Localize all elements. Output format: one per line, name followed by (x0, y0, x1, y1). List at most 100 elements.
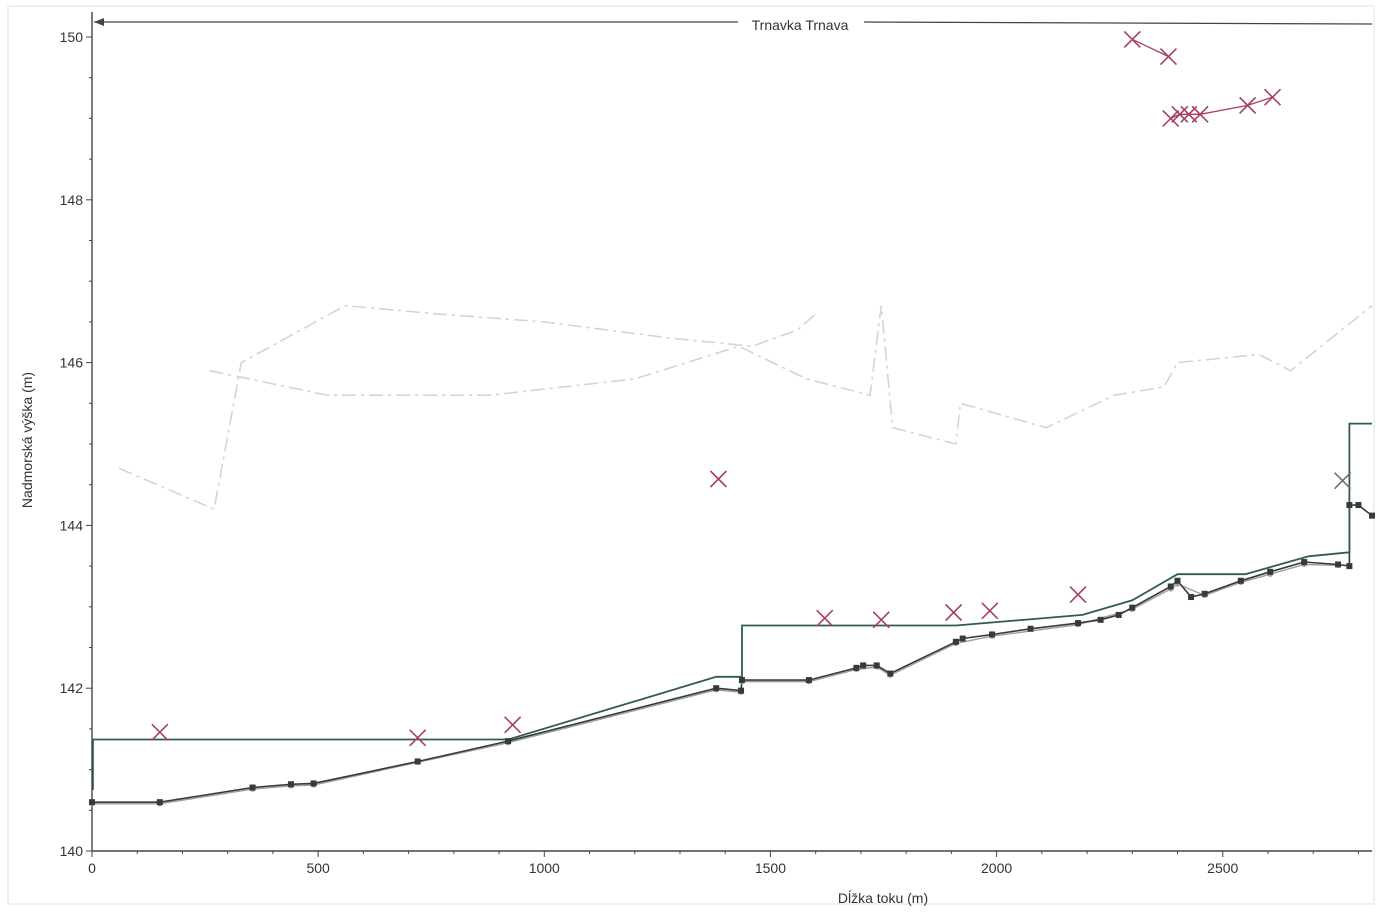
cross-marker-icon (1171, 105, 1189, 123)
title-arrow-icon (94, 18, 104, 26)
bed-dark-point (952, 638, 959, 645)
bed-dark-point (1355, 502, 1362, 509)
cross-marker-stroke (945, 603, 963, 622)
cross-marker-icon (1162, 109, 1180, 127)
bed-dark-point (887, 670, 894, 677)
x-axis-label: Dĺžka toku (m) (838, 889, 928, 906)
bed-dark-point (1174, 577, 1181, 584)
bed-light-line (92, 563, 1339, 805)
bank-right-faint-line (209, 304, 1373, 446)
bed-dark-point (1027, 625, 1034, 632)
bed-dark-point (505, 738, 512, 745)
y-ticks-group: 140 142 144 146 148 150 (60, 29, 92, 859)
cross-marker-icon (1069, 586, 1087, 604)
x-tick-label: 1500 (755, 860, 786, 876)
chart-title: Trnavka Trnava (752, 17, 849, 33)
bed-dark-point (310, 780, 317, 787)
cross-marker-stroke (1162, 109, 1180, 127)
cross-marker-icon (945, 603, 963, 622)
cross-marker-icon (981, 602, 999, 620)
cross-marker-stroke (1191, 105, 1209, 123)
bank-left-faint-line (118, 304, 817, 511)
y-tick-label: 140 (60, 843, 84, 859)
y-tick-label: 142 (60, 680, 84, 696)
bed-dark-point (989, 631, 996, 638)
cross-marker-stroke (816, 609, 834, 627)
bed-dark-point (1301, 559, 1308, 566)
bed-dark-line (92, 504, 1373, 804)
water-surface-line (92, 422, 1372, 790)
bed-dark-point (738, 677, 745, 684)
cross-marker-icon (1239, 96, 1257, 114)
axes-group (91, 12, 1372, 852)
cross-marker-icon (1334, 472, 1352, 490)
bed-dark-point (873, 662, 880, 669)
cross-marker-stroke (1069, 586, 1087, 604)
bed-dark-point (1267, 568, 1274, 575)
bed-dark-point (738, 687, 745, 694)
bed-dark-point (1201, 590, 1208, 597)
y-tick-label: 148 (60, 192, 84, 208)
cross-marker-icon (1123, 30, 1141, 49)
cross-marker-icon (409, 729, 427, 747)
cross-marker-stroke (151, 723, 169, 741)
x-tick-label: 2500 (1207, 860, 1238, 876)
cross-marker-icon (504, 716, 522, 734)
markers-group (151, 30, 1352, 747)
x-tick-label: 2000 (981, 860, 1012, 876)
bed-dark-point (1188, 594, 1195, 601)
cross-marker-stroke (1334, 472, 1352, 490)
bed-dark-point (1129, 604, 1136, 611)
cross-marker-stroke (981, 602, 999, 620)
y-tick-label: 150 (60, 29, 84, 45)
cross-marker-stroke (1239, 96, 1257, 114)
title-trailing-line (863, 21, 1373, 25)
bed-dark-point (713, 685, 720, 692)
title-group: Trnavka Trnava (94, 17, 1373, 33)
cross-marker-stroke (504, 716, 522, 734)
bed-dark-point (1335, 561, 1342, 568)
bed-dark-point (853, 664, 860, 671)
cross-marker-stroke (1263, 88, 1282, 106)
bed-dark-point (156, 799, 163, 806)
y-axis-label: Nadmorská výška (m) (19, 372, 35, 508)
marker-link-line (1132, 38, 1169, 58)
bed-dark-point (959, 635, 966, 642)
bed-dark-point (249, 784, 256, 791)
cross-marker-stroke (709, 470, 727, 488)
bed-dark-point (288, 781, 295, 788)
x-ticks-group: 0 500 1000 1500 2000 2500 (88, 851, 1359, 876)
bed-dark-point (1115, 611, 1122, 618)
bed-dark-point (1097, 616, 1104, 623)
cross-marker-icon (1191, 105, 1209, 123)
cross-marker-icon (1159, 47, 1178, 66)
cross-marker-icon (1263, 88, 1282, 106)
x-tick-label: 1000 (529, 860, 560, 876)
cross-marker-stroke (409, 729, 427, 747)
y-tick-label: 146 (60, 355, 84, 371)
x-tick-label: 500 (306, 860, 330, 876)
x-tick-label: 0 (88, 860, 96, 876)
bed-dark-point (414, 758, 421, 765)
cross-marker-icon (872, 611, 890, 629)
cross-marker-stroke (872, 611, 890, 629)
bed-dark-point (1369, 512, 1375, 519)
cross-marker-stroke (1123, 30, 1141, 49)
bed-dark-point (1075, 620, 1082, 627)
bed-dark-point (89, 799, 95, 806)
cross-marker-icon (709, 470, 727, 488)
series-group (92, 422, 1373, 805)
chart-frame (7, 5, 1375, 905)
bed-dark-point (860, 662, 867, 669)
bank-lines-group (118, 304, 1373, 511)
bed-dark-point (1346, 502, 1353, 509)
bed-dark-point (1167, 583, 1174, 590)
bed-dark-point (1346, 563, 1353, 570)
y-tick-label: 144 (60, 517, 84, 533)
cross-marker-stroke (1159, 47, 1178, 66)
cross-marker-stroke (1171, 105, 1189, 123)
bed-dark-point (805, 677, 812, 684)
bed-dark-point (1237, 577, 1244, 584)
